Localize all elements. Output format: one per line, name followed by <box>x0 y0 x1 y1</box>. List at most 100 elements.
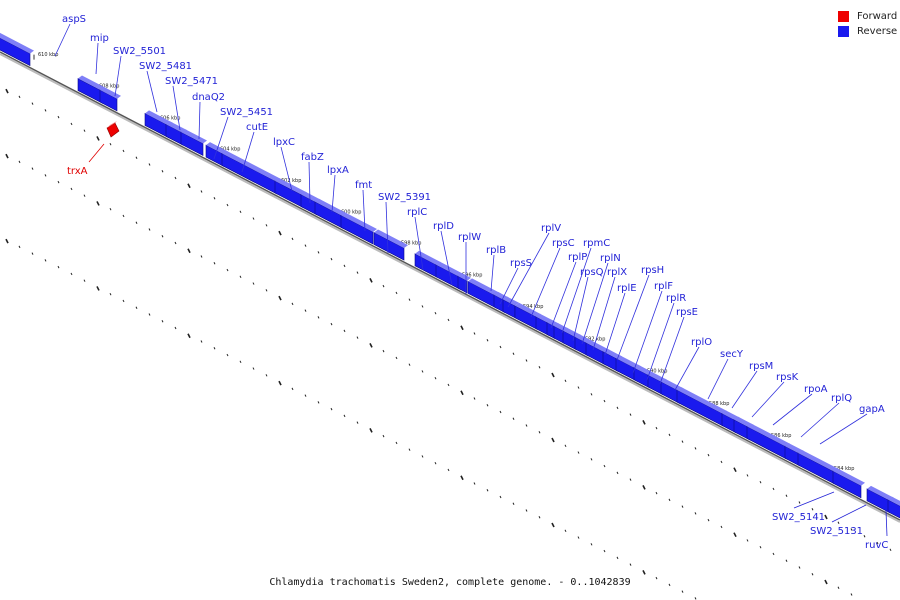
scale-tick <box>382 349 385 353</box>
gene-leader-line <box>550 261 577 329</box>
gene-label[interactable]: rplF <box>654 281 673 292</box>
gene-label[interactable]: rplC <box>407 207 427 218</box>
scale-tick <box>460 475 464 481</box>
scale-tick <box>538 431 541 434</box>
scale-tick <box>655 491 658 495</box>
gene-label[interactable]: cutE <box>246 122 268 133</box>
scale-tick <box>239 275 242 279</box>
gene-label[interactable]: rpsQ <box>580 267 604 278</box>
gene-label[interactable]: gapA <box>859 404 885 415</box>
gene-leader-line <box>793 491 835 509</box>
scale-tick <box>590 543 593 546</box>
scale-tick <box>161 235 164 238</box>
scale-tick <box>148 228 151 231</box>
scale-tick <box>70 122 73 126</box>
gene-label[interactable]: rplB <box>486 245 506 256</box>
gene-label[interactable]: rplQ <box>831 393 852 404</box>
gene-label[interactable]: fabZ <box>301 152 324 163</box>
gene-label[interactable]: secY <box>720 349 744 360</box>
scale-tick <box>174 176 177 180</box>
gene-block-top <box>301 191 321 203</box>
gene-label[interactable]: rplN <box>600 253 621 264</box>
scale-tick <box>447 318 450 322</box>
scale-tick <box>109 142 112 146</box>
gene-label[interactable]: lpxC <box>273 137 295 148</box>
scale-tick <box>694 512 697 515</box>
scale-tick <box>434 311 437 315</box>
scale-tick <box>616 556 619 560</box>
gene-label[interactable]: rpsH <box>641 265 664 276</box>
scale-tick <box>122 299 125 303</box>
scale-tick <box>551 522 555 528</box>
gene-label[interactable]: ruvC <box>865 540 888 551</box>
scale-tick <box>200 190 203 193</box>
gene-label[interactable]: fmt <box>355 180 372 191</box>
scale-tick <box>174 326 177 330</box>
scale-tick <box>551 437 555 443</box>
scale-tick <box>122 214 125 218</box>
scale-tick <box>668 498 671 502</box>
gene-block[interactable] <box>887 499 900 524</box>
scale-tick <box>720 525 723 529</box>
gene-label[interactable]: trxA <box>67 166 88 177</box>
gene-label[interactable]: SW2_5451 <box>220 107 273 118</box>
scale-tick <box>837 586 840 589</box>
gene-label[interactable]: rpsS <box>510 258 532 269</box>
gene-label[interactable]: rplV <box>541 223 561 234</box>
scale-tick <box>863 535 866 538</box>
gene-block[interactable] <box>373 231 405 261</box>
gene-label[interactable]: SW2_5501 <box>113 46 166 57</box>
gene-label[interactable]: SW2_5141 <box>772 512 825 523</box>
gene-label[interactable]: aspS <box>62 14 86 25</box>
gene-label[interactable]: SW2_5391 <box>378 192 431 203</box>
gene-label[interactable]: rpsM <box>749 361 773 372</box>
gene-block[interactable] <box>99 89 118 112</box>
scale-tick <box>70 187 73 191</box>
gene-block-forward[interactable] <box>106 122 120 138</box>
scale-tick <box>590 458 593 461</box>
gene-leader-line <box>885 510 888 537</box>
scale-tick <box>304 394 307 397</box>
gene-block-top <box>374 229 408 249</box>
scale-tick <box>590 393 593 396</box>
gene-block-top <box>341 212 377 232</box>
kbp-tick-label: 588 kbp <box>709 401 729 407</box>
gene-leader-line <box>659 316 685 385</box>
scale-tick <box>642 485 646 490</box>
gene-label[interactable]: rplO <box>691 337 712 348</box>
gene-label[interactable]: SW2_5131 <box>810 526 863 537</box>
gene-label[interactable]: dnaQ2 <box>192 92 225 103</box>
gene-label[interactable]: SW2_5471 <box>165 76 218 87</box>
scale-tick <box>616 471 619 475</box>
gene-label[interactable]: rpsK <box>776 372 799 383</box>
scale-tick <box>122 149 125 153</box>
gene-leader-line <box>198 101 201 140</box>
scale-tick <box>213 347 216 350</box>
gene-label[interactable]: rpoA <box>804 384 828 395</box>
scale-tick <box>616 406 619 410</box>
gene-label[interactable]: mip <box>90 33 109 44</box>
gene-label[interactable]: SW2_5481 <box>139 61 192 72</box>
scale-tick <box>83 279 86 282</box>
scale-tick <box>5 88 9 94</box>
gene-label[interactable]: rpmC <box>583 238 610 249</box>
gene-label[interactable]: rplE <box>617 283 637 294</box>
gene-label[interactable]: rplX <box>607 267 627 278</box>
gene-label[interactable]: lpxA <box>327 165 349 176</box>
scale-tick <box>460 390 464 396</box>
gene-label[interactable]: rpsC <box>552 238 575 249</box>
gene-label[interactable]: rplP <box>568 252 587 263</box>
gene-leader-line <box>772 393 813 426</box>
gene-block-top <box>468 278 501 297</box>
gene-leader-line <box>592 276 616 351</box>
gene-label[interactable]: rplR <box>666 293 686 304</box>
scale-tick <box>213 197 216 200</box>
gene-label[interactable]: rplD <box>433 221 454 232</box>
gene-label[interactable]: rplW <box>458 232 481 243</box>
gene-block-top <box>145 110 173 126</box>
kbp-tick-label: 594 kbp <box>523 304 543 310</box>
gene-label[interactable]: rpsE <box>676 307 698 318</box>
scale-tick <box>850 528 853 531</box>
